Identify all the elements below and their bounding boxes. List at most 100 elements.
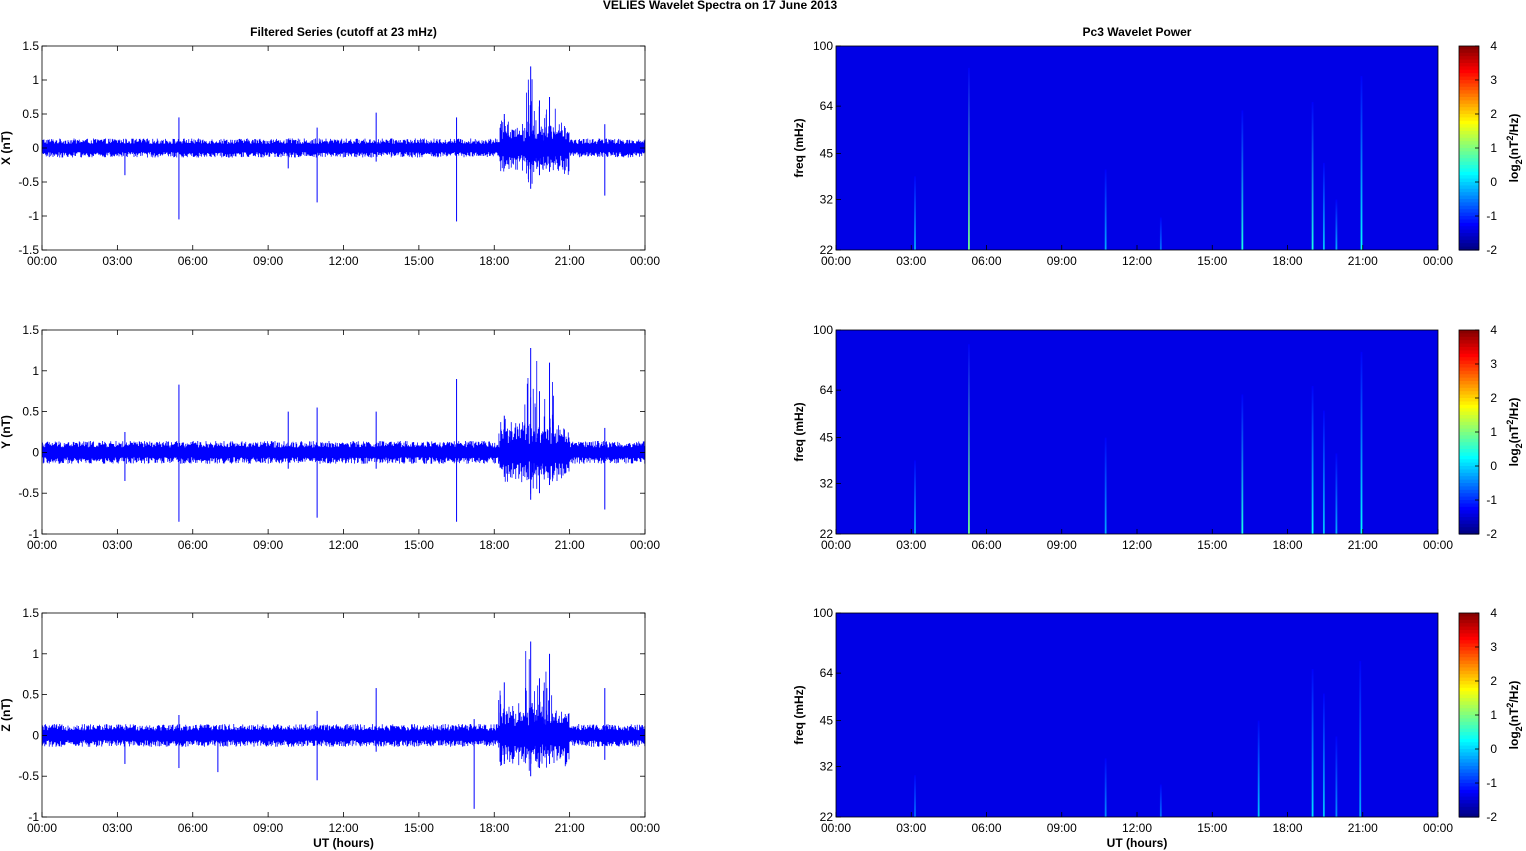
y-tick-label: 64 [820,383,834,397]
x-tick-label: 21:00 [1348,821,1378,835]
colorbar-segment [1459,222,1479,227]
heatmap-streak [1335,453,1338,534]
colorbar-segment [1459,381,1479,385]
colorbar-label-part: 2 [1505,136,1515,141]
series-line [42,121,646,175]
y-axis-label: freq (mHz) [792,685,806,744]
colorbar-segment [1459,229,1479,234]
colorbar-segment [1459,415,1479,419]
colorbar-segment [1459,493,1479,498]
y-tick-label: 100 [813,606,833,620]
colorbar-segment [1459,226,1479,231]
colorbar-segment [1459,401,1479,406]
colorbar-segment [1459,772,1479,777]
colorbar-segment [1459,479,1479,484]
colorbar-segment [1459,715,1479,719]
heatmap-streak [914,176,916,250]
colorbar-segment [1459,216,1479,220]
colorbar-segment [1459,806,1479,811]
colorbar-segment [1459,110,1479,115]
colorbar-segment [1459,127,1479,132]
plot-area [42,330,645,534]
colorbar-segment [1459,120,1479,125]
panel-title: Filtered Series (cutoff at 23 mHz) [250,25,437,39]
colorbar-tick-label: 0 [1490,459,1497,473]
heatmap-streak [1335,199,1338,250]
x-tick-label: 18:00 [479,821,509,835]
colorbar-tick-label: 1 [1490,708,1497,722]
x-axis-label: UT (hours) [313,836,374,850]
colorbar-segment [1459,93,1479,98]
colorbar-segment [1459,613,1479,617]
colorbar-tick-label: 2 [1490,674,1497,688]
colorbar-label-part: 2 [1514,726,1524,731]
colorbar-segment [1459,459,1479,464]
colorbar-segment [1459,59,1479,64]
y-tick-label: 0 [32,445,39,459]
colorbar-segment [1459,343,1479,348]
x-tick-label: 18:00 [479,538,509,552]
colorbar-label-part: log [1507,164,1521,182]
colorbar-segment [1459,619,1479,624]
colorbar-segment [1459,117,1479,122]
heatmap-streak [1104,758,1107,817]
colorbar-segment [1459,428,1479,433]
y-tick-label: -1.5 [18,243,39,257]
timeseries-panel-3: -1 -0.5 0 0.5 1 1.5 00:00 03:00 06:00 09:00 12:00 1… [0,606,660,850]
colorbar-segment [1459,813,1479,818]
colorbar-segment [1459,766,1479,770]
colorbar-segment [1459,103,1479,108]
colorbar-segment [1459,374,1479,379]
colorbar-segment [1459,657,1479,662]
colorbar-tick-label: 2 [1490,107,1497,121]
colorbar-segment [1459,161,1479,166]
colorbar-segment [1459,664,1479,668]
x-tick-label: 09:00 [253,254,283,268]
x-tick-label: 03:00 [896,821,926,835]
figure-title: VELIES Wavelet Spectra on 17 June 2013 [603,0,838,12]
colorbar-segment [1459,779,1479,784]
colorbar-segment [1459,418,1479,423]
colorbar-segment [1459,83,1479,88]
x-tick-label: 00:00 [630,538,660,552]
y-tick-label: 1.5 [22,39,39,53]
x-tick-label: 18:00 [479,254,509,268]
colorbar-segment [1459,653,1479,658]
x-tick-label: 00:00 [27,538,57,552]
colorbar-segment [1459,144,1479,149]
colorbar-segment [1459,742,1479,747]
colorbar-label-part: log [1507,731,1521,749]
colorbar-segment [1459,759,1479,764]
colorbar-label-part: (nT [1507,707,1521,726]
colorbar-segment [1459,486,1479,491]
colorbar-label: log2(nT2/Hz) [1505,398,1524,467]
y-tick-label: 0.5 [22,107,39,121]
colorbar-segment [1459,56,1479,61]
y-tick-label: 32 [820,193,834,207]
colorbar-segment [1459,421,1479,426]
colorbar-segment [1459,647,1479,651]
colorbar-segment [1459,725,1479,730]
colorbar-segment [1459,789,1479,794]
colorbar-segment [1459,466,1479,470]
colorbar-segment [1459,182,1479,186]
colorbar-segment [1459,114,1479,118]
colorbar-tick-label: 1 [1490,141,1497,155]
y-tick-label: 100 [813,323,833,337]
x-tick-label: 00:00 [821,538,851,552]
colorbar-segment [1459,800,1479,804]
panel-title: Pc3 Wavelet Power [1083,25,1192,39]
colorbar-segment [1459,462,1479,467]
colorbar-segment [1459,674,1479,679]
colorbar-segment [1459,336,1479,341]
colorbar-segment [1459,732,1479,736]
y-tick-label: 100 [813,39,833,53]
heatmap-streak [1360,351,1363,534]
colorbar-segment [1459,205,1479,210]
x-tick-label: 00:00 [27,821,57,835]
heatmap-streak [1311,385,1314,534]
x-tick-label: 06:00 [178,821,208,835]
y-tick-label: 45 [820,431,834,445]
